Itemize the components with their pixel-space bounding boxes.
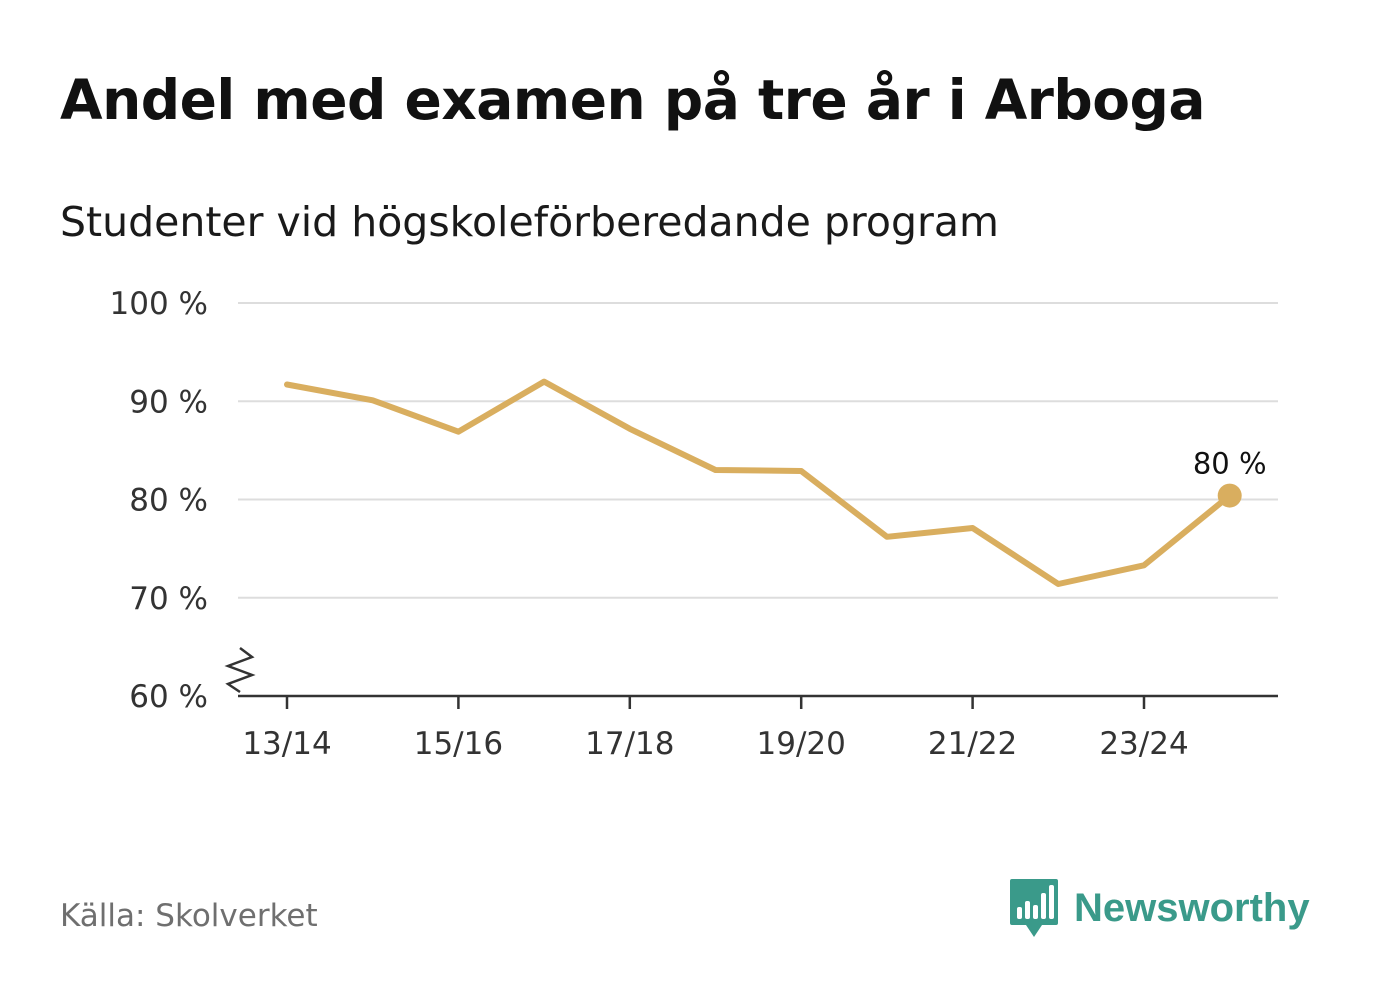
y-tick-labels: 60 % 70 % 80 % 90 % 100 % — [110, 286, 208, 715]
chart-subtitle: Studenter vid högskoleförberedande progr… — [60, 198, 999, 246]
x-axis: 13/14 15/16 17/18 19/20 21/22 23/24 — [238, 694, 1278, 762]
x-tick-label: 19/20 — [757, 726, 846, 762]
y-tick-label: 100 % — [110, 286, 208, 322]
x-tick-label: 23/24 — [1099, 726, 1188, 762]
source-note: Källa: Skolverket — [60, 898, 318, 934]
end-point-marker — [1217, 483, 1242, 508]
data-series — [284, 378, 1233, 587]
chart-title: Andel med examen på tre år i Arboga — [60, 68, 1206, 132]
x-tick-label: 17/18 — [585, 726, 674, 762]
series-line — [284, 378, 1233, 587]
brand-logo: Newsworthy — [1008, 877, 1310, 939]
brand-name: Newsworthy — [1074, 885, 1310, 930]
x-tick-label: 13/14 — [242, 726, 331, 762]
y-tick-label: 80 % — [129, 483, 208, 519]
axis-break-marker — [224, 647, 256, 694]
newsworthy-logo-icon — [1010, 879, 1058, 937]
y-tick-label: 60 % — [129, 679, 208, 715]
gridlines — [238, 302, 1278, 599]
x-tick-label: 15/16 — [414, 726, 503, 762]
end-value-label: 80 % — [1193, 447, 1267, 481]
axis-break-zigzag — [224, 647, 256, 694]
y-tick-label: 70 % — [129, 581, 208, 617]
end-annotation: 80 % — [1193, 447, 1267, 508]
y-tick-label: 90 % — [129, 384, 208, 420]
x-tick-label: 21/22 — [928, 726, 1017, 762]
